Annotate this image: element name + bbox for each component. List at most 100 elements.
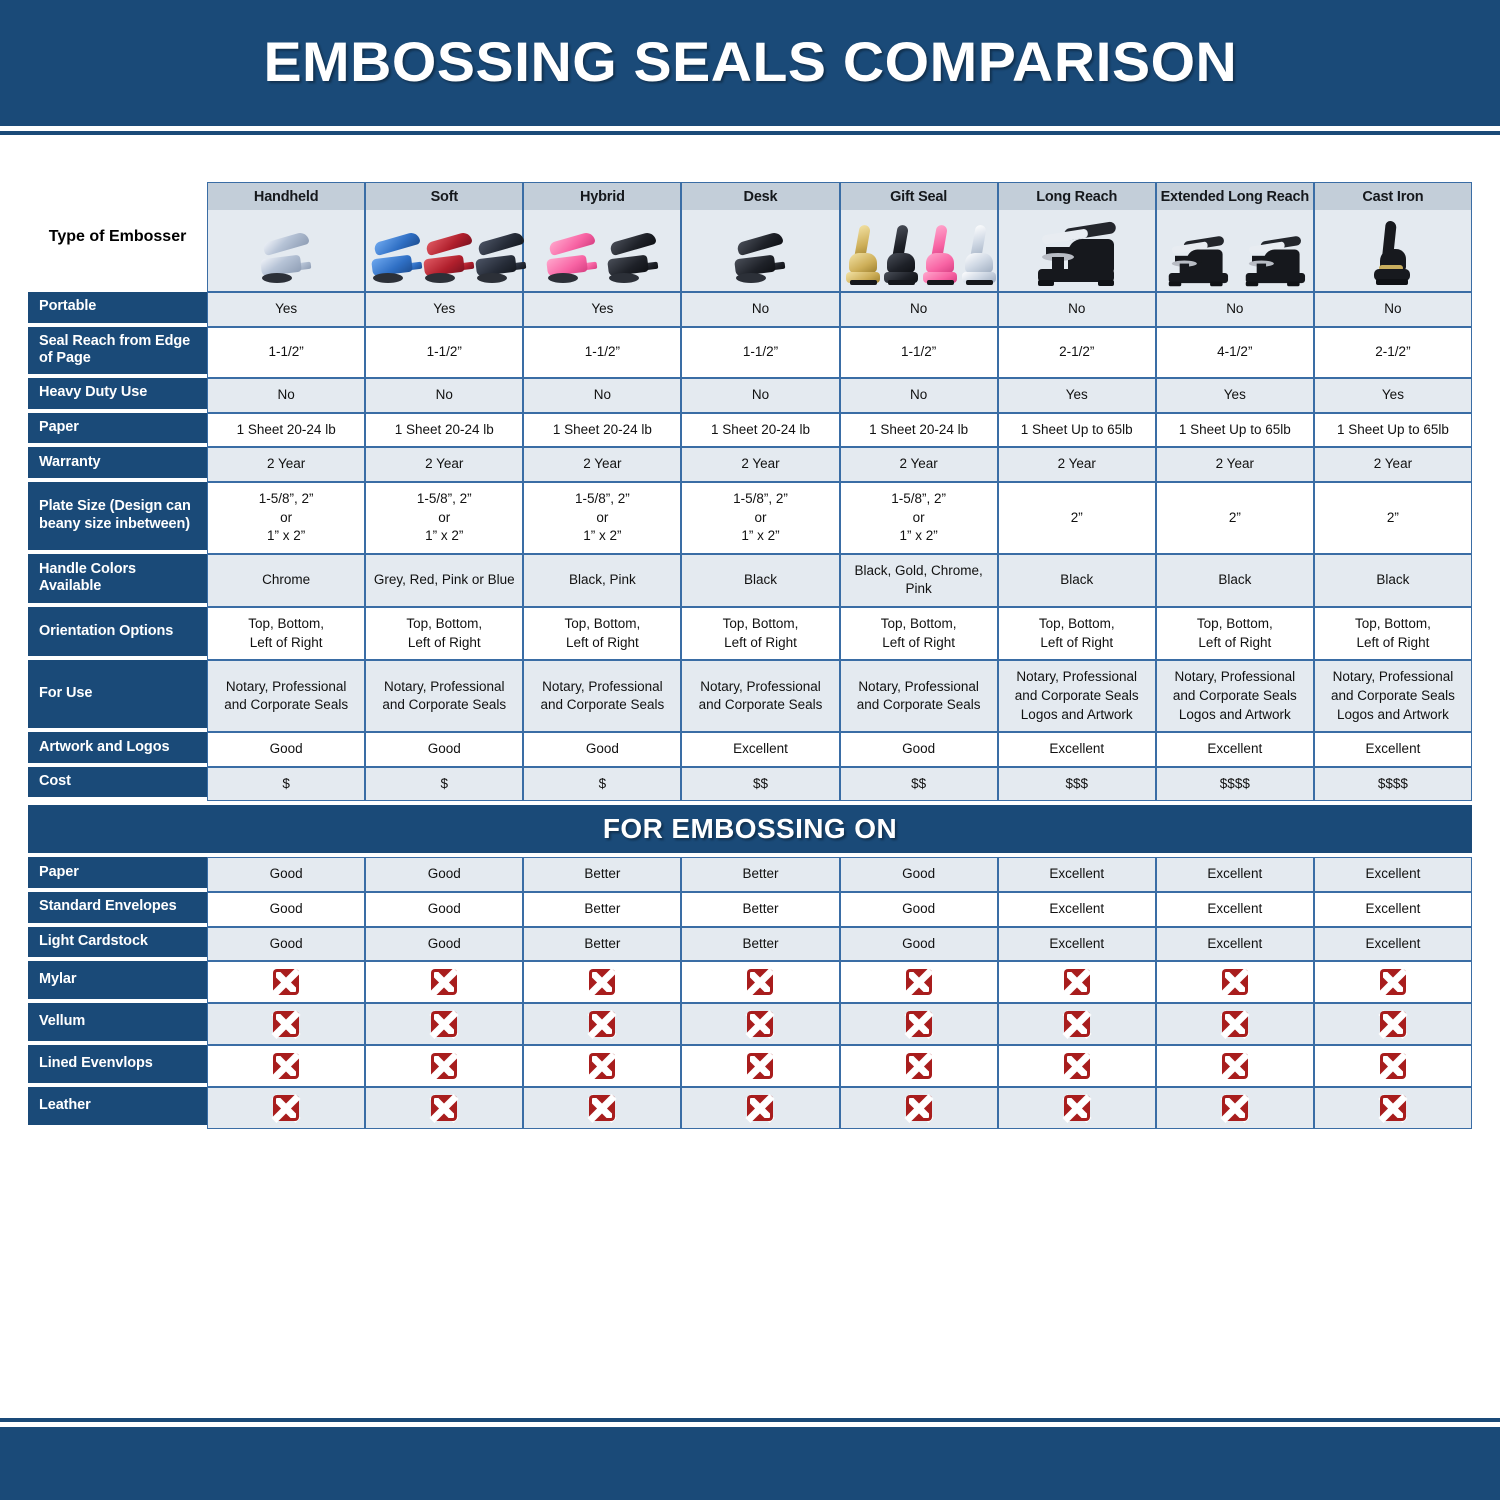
table-row: Paper Good Good Better Better Good Excellent Ex… [28, 857, 1472, 892]
x-mark-icon [1063, 1011, 1090, 1038]
handheld-embosser-glyph [420, 230, 475, 287]
column-header-2: Hybrid [523, 182, 682, 210]
desk-seal-glyph [881, 223, 919, 287]
x-mark-icon [1221, 1095, 1248, 1122]
cell-6-3: Black [681, 553, 840, 607]
cell-10-1: $ [365, 766, 524, 802]
x-mark-icon [431, 969, 458, 996]
table-row: Lined Evenvlops [28, 1045, 1472, 1088]
cell-5-2: 1-5/8”, 2” or 1” x 2” [523, 481, 682, 554]
embossing-cell-6-1 [365, 1087, 524, 1130]
handheld-embosser-glyph [543, 230, 601, 287]
press-embosser-glyph [1036, 220, 1118, 287]
cell-1-7: 2-1/2” [1313, 326, 1472, 378]
bottom-banner [0, 1431, 1500, 1500]
column-header-0: Handheld [207, 182, 366, 210]
row-label-9: Artwork and Logos [28, 732, 208, 767]
cell-8-7: Notary, Professional and Corporate Seals L… [1313, 660, 1472, 733]
x-mark-icon [1063, 1095, 1090, 1122]
press-embosser-glyph [1245, 235, 1306, 287]
cell-7-2: Top, Bottom, Left of Right [523, 607, 682, 661]
desk-seal-glyph [959, 223, 996, 287]
cell-6-4: Black, Gold, Chrome, Pink [839, 553, 998, 607]
cell-1-6: 4-1/2” [1155, 326, 1314, 378]
cell-10-6: $$$$ [1155, 766, 1314, 802]
handheld-embosser-glyph [604, 230, 662, 287]
x-mark-icon [747, 969, 774, 996]
desk-seal-glyph [843, 223, 880, 287]
cell-7-1: Top, Bottom, Left of Right [365, 607, 524, 661]
embossing-cell-0-5: Excellent [997, 857, 1156, 892]
embossing-cell-2-0: Good [207, 926, 366, 962]
product-image-cell-4 [839, 210, 998, 292]
product-image-cell-5 [997, 210, 1156, 292]
cell-3-4: 1 Sheet 20-24 lb [839, 412, 998, 448]
embossing-cell-1-4: Good [839, 892, 998, 927]
product-image-cell-7 [1313, 210, 1472, 292]
cell-4-5: 2 Year [997, 447, 1156, 482]
product-image-cell-1 [365, 210, 526, 292]
cell-6-2: Black, Pink [523, 553, 682, 607]
table-row: Orientation Options Top, Bottom, Left of R… [28, 607, 1472, 661]
embossing-cell-5-0 [207, 1045, 366, 1088]
cell-0-7: No [1313, 292, 1472, 327]
embossing-cell-3-7 [1313, 961, 1472, 1004]
table-row: Warranty 2 Year 2 Year 2 Year 2 Year 2 Year 2 … [28, 447, 1472, 482]
embossing-cell-5-1 [365, 1045, 524, 1088]
embossing-row-label-0: Paper [28, 857, 208, 892]
x-mark-icon [1221, 1011, 1248, 1038]
x-mark-icon [747, 1011, 774, 1038]
embossing-cell-0-0: Good [207, 857, 366, 892]
row-label-5: Plate Size (Design can beany size inbetw… [28, 481, 208, 554]
embossing-cell-2-4: Good [839, 926, 998, 962]
footer-divider-top [0, 1418, 1500, 1422]
column-header-5: Long Reach [997, 182, 1156, 210]
cell-0-6: No [1155, 292, 1314, 327]
table-row: Leather [28, 1087, 1472, 1130]
cell-3-3: 1 Sheet 20-24 lb [681, 412, 840, 448]
embossing-cell-1-2: Better [523, 892, 682, 927]
cell-1-3: 1-1/2” [681, 326, 840, 378]
x-mark-icon [905, 969, 932, 996]
x-mark-icon [273, 1011, 300, 1038]
x-mark-icon [273, 1053, 300, 1080]
column-header-3: Desk [681, 182, 840, 210]
x-mark-icon [431, 1053, 458, 1080]
cell-8-4: Notary, Professional and Corporate Seals [839, 660, 998, 733]
cell-7-3: Top, Bottom, Left of Right [681, 607, 840, 661]
table-row: Portable Yes Yes Yes No No No No No [28, 292, 1472, 327]
embossing-cell-3-1 [365, 961, 524, 1004]
cell-2-3: No [681, 378, 840, 413]
embossing-cell-3-6 [1155, 961, 1314, 1004]
cell-10-7: $$$$ [1313, 766, 1472, 802]
embossing-cell-6-5 [997, 1087, 1156, 1130]
embossing-cell-6-3 [681, 1087, 840, 1130]
table-row: Light Cardstock Good Good Better Better Good E… [28, 926, 1472, 962]
banner-divider-top [0, 122, 1500, 126]
cell-6-6: Black [1155, 553, 1314, 607]
embossing-cell-3-0 [207, 961, 366, 1004]
cell-7-5: Top, Bottom, Left of Right [997, 607, 1156, 661]
cell-8-2: Notary, Professional and Corporate Seals [523, 660, 682, 733]
row-label-0: Portable [28, 292, 208, 327]
cell-9-6: Excellent [1155, 732, 1314, 767]
embossing-cell-5-2 [523, 1045, 682, 1088]
desk-seal-glyph [920, 223, 958, 287]
embossing-cell-1-7: Excellent [1313, 892, 1472, 927]
row-label-10: Cost [28, 766, 208, 802]
cell-2-2: No [523, 378, 682, 413]
embossing-cell-2-6: Excellent [1155, 926, 1314, 962]
cell-5-0: 1-5/8”, 2” or 1” x 2” [207, 481, 366, 554]
column-header-1: Soft [365, 182, 524, 210]
embossing-row-label-3: Mylar [28, 961, 208, 1004]
embossing-cell-1-0: Good [207, 892, 366, 927]
banner-divider-mid [0, 126, 1500, 131]
cell-10-0: $ [207, 766, 366, 802]
column-header-6: Extended Long Reach [1155, 182, 1314, 210]
cell-4-0: 2 Year [207, 447, 366, 482]
cell-3-6: 1 Sheet Up to 65lb [1155, 412, 1314, 448]
handheld-embosser-glyph [472, 230, 526, 287]
cell-8-0: Notary, Professional and Corporate Seals [207, 660, 366, 733]
product-image-cell-2 [523, 210, 682, 292]
top-banner: EMBOSSING SEALS COMPARISON [0, 0, 1500, 122]
